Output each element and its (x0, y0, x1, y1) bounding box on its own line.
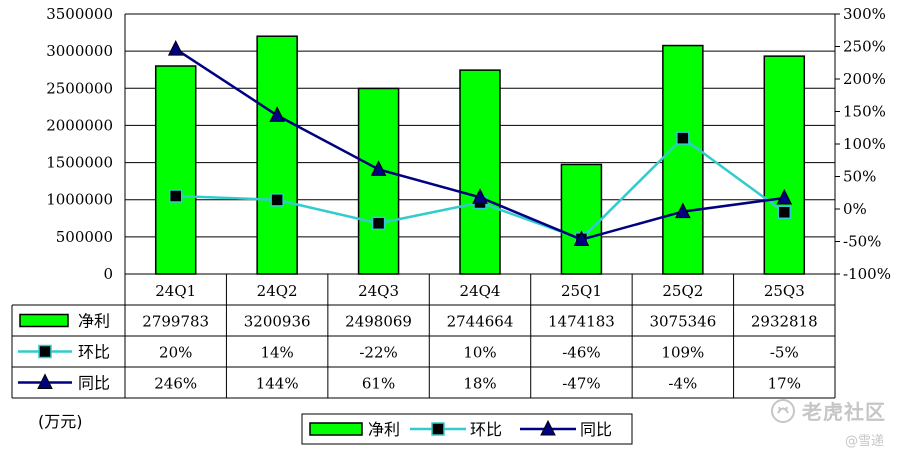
y-left-tick-label: 3500000 (46, 5, 113, 23)
table-value-24Q1: 20% (159, 344, 192, 362)
watermark: 老虎社区 (770, 396, 886, 425)
category-label: 24Q3 (358, 282, 399, 300)
table-value-25Q1: -46% (562, 344, 600, 362)
y-left-tick-label: 0 (103, 265, 113, 283)
category-label: 24Q2 (257, 282, 298, 300)
square-marker-24Q2 (270, 193, 284, 207)
table-value-24Q1: 2799783 (142, 313, 209, 331)
table-series-name: 净利 (78, 312, 110, 331)
table-value-24Q2: 14% (260, 344, 293, 362)
triangle-marker-24Q4 (472, 188, 488, 204)
y-right-tick-label: 200% (843, 70, 886, 88)
y-right-tick-label: 0% (843, 200, 867, 218)
table-value-25Q1: -47% (562, 375, 600, 393)
table-value-24Q1: 246% (154, 375, 197, 393)
triangle-marker-25Q2 (675, 202, 691, 219)
table-series-name: 环比 (78, 343, 110, 362)
y-right-tick-label: 150% (843, 103, 886, 121)
table-value-25Q3: 2932818 (751, 313, 818, 331)
table-value-25Q2: 109% (661, 344, 704, 362)
y-right-tick-label: 100% (843, 135, 886, 153)
triangle-marker-24Q2 (269, 106, 285, 122)
bar-24Q4 (459, 69, 501, 275)
y-left-tick-label: 1500000 (46, 154, 113, 172)
table-value-25Q3: 17% (768, 375, 801, 393)
y-right-tick-label: 300% (843, 5, 886, 23)
watermark-author: @雪递 (845, 434, 885, 449)
y-left-tick-label: 2000000 (46, 116, 113, 134)
bar-24Q1 (154, 65, 197, 275)
table-value-25Q1: 1474183 (548, 313, 615, 331)
square-marker-25Q2 (676, 131, 690, 145)
triangle-marker-25Q1 (573, 230, 590, 247)
legend-label: 环比 (470, 420, 502, 439)
table-value-24Q2: 3200936 (244, 313, 311, 331)
category-label: 24Q4 (460, 282, 501, 300)
bar-24Q2 (256, 35, 298, 275)
table-value-25Q2: 3075346 (649, 313, 716, 331)
table-series-name: 同比 (78, 374, 110, 393)
table-key-triangle-marker (37, 373, 53, 389)
legend-key-square-marker (431, 422, 445, 436)
table-value-24Q3: 2498069 (345, 313, 412, 331)
y-left-tick-label: 500000 (56, 228, 113, 246)
category-label: 25Q1 (561, 282, 602, 300)
table-value-24Q4: 2744664 (447, 313, 514, 331)
square-marker-24Q3 (371, 216, 386, 231)
category-label: 25Q3 (764, 282, 805, 300)
triangle-marker-24Q1 (167, 39, 184, 56)
y-right-tick-label: -50% (843, 233, 881, 251)
table-value-24Q2: 144% (256, 375, 299, 393)
legend-label: 同比 (580, 420, 612, 439)
square-marker-25Q3 (777, 205, 792, 219)
table-key-bar (19, 313, 69, 328)
triangle-marker-25Q3 (776, 188, 793, 205)
watermark-name: 老虎社区 (802, 400, 886, 424)
category-label: 25Q2 (662, 282, 703, 300)
table-value-25Q2: -4% (668, 375, 697, 393)
bar-25Q2 (662, 44, 704, 275)
category-label: 24Q1 (155, 282, 196, 300)
y-left-tick-label: 3000000 (46, 42, 113, 60)
y-right-tick-label: -100% (843, 265, 891, 283)
legend-label: 净利 (368, 420, 400, 439)
unit-label: (万元) (38, 412, 83, 431)
y-left-tick-label: 1000000 (46, 191, 113, 209)
bar-24Q3 (357, 87, 400, 275)
table-value-24Q4: 18% (463, 375, 496, 393)
bar-25Q3 (763, 55, 806, 275)
legend-key-triangle-marker (540, 419, 556, 436)
bar-25Q1 (560, 163, 603, 275)
tiger-logo-icon (771, 398, 795, 423)
legend-key-bar (309, 422, 363, 436)
table-key-square-marker (38, 344, 52, 359)
table-value-24Q4: 10% (463, 344, 496, 362)
y-right-tick-label: 50% (843, 168, 876, 186)
table-value-24Q3: 61% (362, 375, 395, 393)
triangle-marker-24Q3 (370, 160, 387, 176)
y-right-tick-label: 250% (843, 38, 886, 56)
table-value-25Q3: -5% (770, 344, 799, 362)
table-value-24Q3: -22% (359, 344, 397, 362)
square-marker-24Q1 (168, 189, 183, 203)
y-left-tick-label: 2500000 (46, 79, 113, 97)
